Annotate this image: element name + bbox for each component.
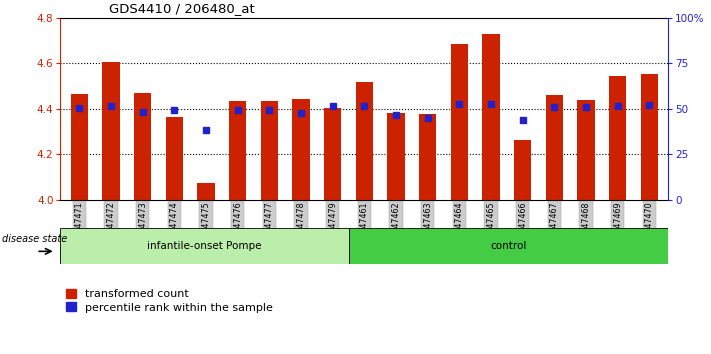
Bar [356, 81, 373, 200]
Bar [641, 74, 658, 200]
Bar [166, 117, 183, 200]
Bar [419, 114, 437, 200]
Bar [324, 108, 341, 200]
Text: GDS4410 / 206480_at: GDS4410 / 206480_at [109, 2, 255, 15]
Bar [261, 101, 278, 200]
Bar [609, 76, 626, 200]
Bar [348, 228, 668, 264]
Bar [292, 99, 310, 200]
Bar [451, 44, 468, 200]
Bar [198, 183, 215, 200]
Text: infantile-onset Pompe: infantile-onset Pompe [147, 241, 262, 251]
Legend: transformed count, percentile rank within the sample: transformed count, percentile rank withi… [66, 289, 273, 313]
Bar [60, 228, 348, 264]
Bar [229, 101, 247, 200]
Bar [70, 94, 88, 200]
Bar [482, 34, 500, 200]
Bar [577, 100, 594, 200]
Text: disease state: disease state [2, 234, 68, 244]
Bar [387, 113, 405, 200]
Bar [514, 139, 531, 200]
Bar [545, 95, 563, 200]
Bar [134, 93, 151, 200]
Text: control: control [491, 241, 527, 251]
Bar [102, 62, 119, 200]
